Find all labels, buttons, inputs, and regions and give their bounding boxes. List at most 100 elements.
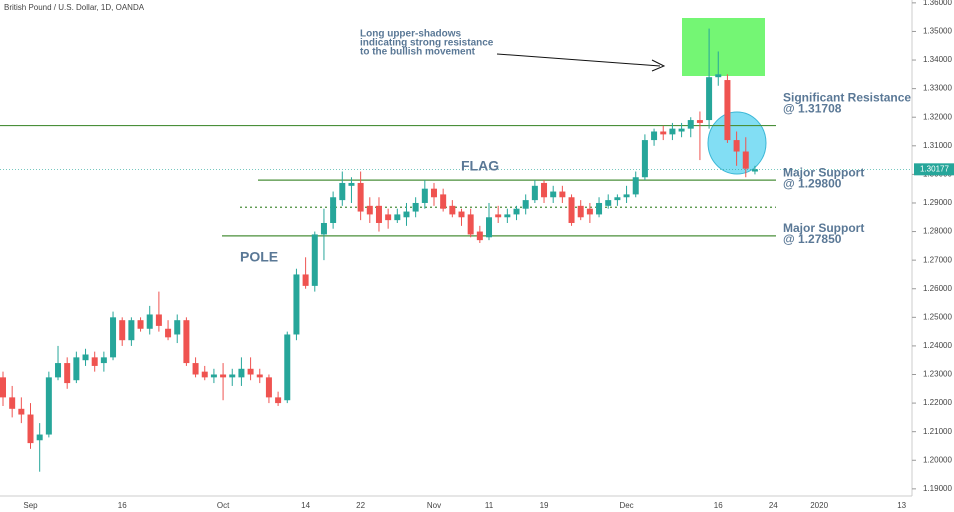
candle-body: [476, 231, 483, 241]
arrow-line: [496, 53, 661, 67]
candle-body: [531, 185, 538, 201]
candle-body: [183, 320, 190, 364]
candle-body: [577, 205, 584, 218]
candle-body: [385, 214, 392, 221]
candle-body: [275, 397, 282, 404]
price-badge-label: 1.30177: [920, 164, 949, 173]
x-tick-label: 16: [118, 501, 127, 510]
y-tick-label: 1.32000: [923, 112, 952, 121]
candle-body: [128, 320, 135, 341]
highlight-box: [682, 18, 765, 76]
candle-body: [467, 214, 474, 235]
y-tick-label: 1.28000: [923, 227, 952, 236]
candle-body: [605, 200, 612, 206]
level-label: @ 1.29800: [783, 176, 842, 190]
candle-body: [357, 182, 364, 212]
x-tick-label: Oct: [217, 501, 230, 510]
candle-body: [91, 357, 98, 366]
candle-body: [541, 182, 548, 198]
y-tick-label: 1.27000: [923, 255, 952, 264]
candle-body: [293, 274, 300, 335]
level-label: @ 1.31708: [783, 102, 842, 116]
candle-body: [733, 140, 740, 152]
candle-body: [36, 434, 43, 441]
candle-body: [421, 188, 428, 203]
x-tick-label: 11: [485, 501, 494, 510]
candle-body: [403, 211, 410, 218]
candle-body: [632, 177, 639, 195]
candle-body: [165, 328, 172, 338]
y-tick-label: 1.24000: [923, 341, 952, 350]
annotation: to the bullish movement: [360, 47, 476, 58]
candle-body: [155, 314, 162, 326]
candle-body: [412, 202, 419, 212]
candle-body: [651, 131, 658, 141]
candle-body: [458, 211, 465, 218]
candle-body: [302, 274, 309, 286]
x-tick-label: 22: [356, 501, 365, 510]
x-tick-label: Dec: [619, 501, 633, 510]
candle-body: [284, 334, 291, 401]
candle-body: [256, 374, 263, 378]
candle-body: [82, 354, 89, 361]
candle-body: [614, 197, 621, 201]
candle-body: [504, 214, 511, 218]
candle-body: [596, 202, 603, 215]
plot-area: [0, 28, 912, 472]
candle-body: [348, 182, 355, 186]
candle-body: [641, 140, 648, 178]
x-tick-label: 16: [714, 501, 723, 510]
candle-body: [64, 363, 71, 384]
level-label: @ 1.27850: [783, 232, 842, 246]
candle-body: [449, 205, 456, 215]
chart-title: British Pound / U.S. Dollar, 1D, OANDA: [4, 3, 145, 12]
candle-body: [669, 128, 676, 135]
candle-body: [27, 414, 34, 444]
candle-body: [55, 363, 62, 378]
candle-body: [192, 363, 199, 375]
candle-body: [110, 317, 117, 358]
y-tick-label: 1.19000: [923, 484, 952, 493]
x-tick-label: 19: [540, 501, 549, 510]
x-tick-label: 14: [301, 501, 310, 510]
candle-body: [0, 377, 6, 398]
y-tick-label: 1.21000: [923, 427, 952, 436]
candle-body: [220, 374, 227, 378]
candle-body: [486, 217, 493, 238]
candle-body: [238, 368, 245, 378]
price-badge: [914, 163, 954, 176]
candle-body: [174, 320, 181, 335]
candle-body: [586, 208, 593, 215]
candle-body: [100, 357, 107, 364]
annotation: indicating strong resistance: [360, 38, 494, 49]
candle-body: [146, 314, 153, 329]
candle-body: [229, 374, 236, 378]
y-tick-label: 1.20000: [923, 455, 952, 464]
level-label: Significant Resistance: [783, 91, 911, 105]
candle-body: [513, 208, 520, 215]
y-tick-label: 1.22000: [923, 398, 952, 407]
level-label: Major Support: [783, 221, 864, 235]
y-tick-label: 1.36000: [923, 0, 952, 7]
candle-body: [660, 131, 667, 135]
candle-body: [119, 320, 126, 341]
x-tick-label: Sep: [23, 501, 38, 510]
x-tick-label: 24: [769, 501, 778, 510]
arrow-head: [651, 59, 666, 72]
candle-body: [9, 397, 16, 409]
x-tick-label: 13: [897, 501, 906, 510]
y-tick-label: 1.25000: [923, 312, 952, 321]
x-tick-label: 2020: [810, 501, 828, 510]
candle-body: [559, 191, 566, 198]
candle-body: [568, 197, 575, 223]
candle-body: [73, 357, 80, 381]
level-label: Major Support: [783, 165, 864, 179]
x-tick-label: Nov: [427, 501, 441, 510]
candle-body: [247, 368, 254, 375]
y-tick-label: 1.23000: [923, 370, 952, 379]
candle-body: [339, 182, 346, 201]
y-tick-label: 1.34000: [923, 55, 952, 64]
y-tick-label: 1.35000: [923, 27, 952, 36]
candle-body: [320, 222, 327, 235]
